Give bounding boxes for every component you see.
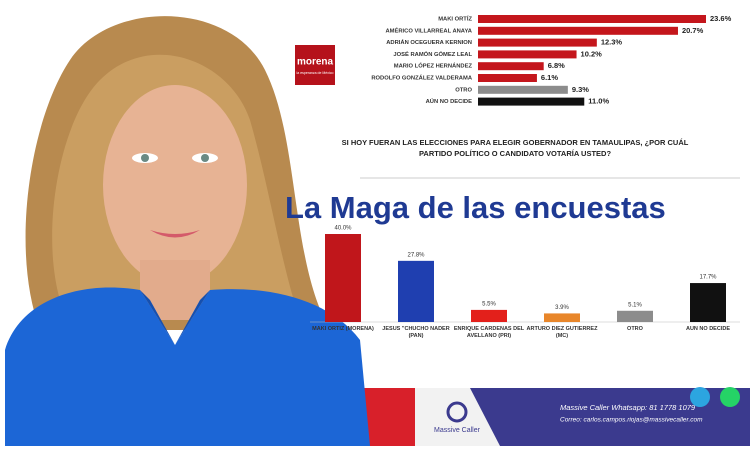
value-label: 5.1% — [628, 302, 642, 308]
logo-tagline: la esperanza de México — [297, 71, 334, 75]
x-tick-label: MAKI ORTÍZ (MORENA) — [312, 326, 374, 332]
bar — [325, 234, 361, 322]
x-tick-box: AÚN NO DECIDE — [685, 326, 730, 332]
bar — [398, 260, 434, 322]
photo — [5, 16, 370, 446]
logo — [295, 45, 335, 85]
y-tick-label: MARIO LÓPEZ HERNÁNDEZ — [394, 62, 473, 70]
bar — [478, 15, 706, 23]
value-label: 5.5% — [482, 301, 496, 307]
x-tick-box: MAKI ORTÍZ (MORENA) — [312, 326, 374, 332]
bar — [478, 38, 597, 47]
chart-title: SI HOY FUERAN LAS ELECCIONES PARA ELEGIR… — [341, 138, 689, 158]
value-label: 27.8% — [407, 252, 425, 258]
logo-party: morena — [297, 57, 334, 68]
bar — [690, 283, 726, 322]
x-tick-label: JESÚS "CHUCHO NADER (PAN) — [382, 326, 450, 339]
value-label: 6.1% — [541, 73, 558, 82]
bar — [478, 85, 568, 94]
x-tick-box: JESÚS "CHUCHO NADER (PAN) — [382, 326, 450, 339]
bar — [544, 313, 580, 322]
footer-email: Correo: carlos.campos.riojas@massivecall… — [560, 417, 703, 424]
overlay-title: La Maga de las encuestas — [285, 190, 666, 225]
footer-whatsapp: Massive Caller Whatsapp: 81 1778 1079 — [560, 403, 696, 412]
whatsapp-icon — [720, 387, 740, 407]
x-tick-box: ARTURO DIEZ GUTIÉRREZ (MC) — [526, 326, 598, 339]
x-tick-label: AÚN NO DECIDE — [685, 326, 730, 332]
telegram-icon — [690, 387, 710, 407]
chart-title-box: SI HOY FUERAN LAS ELECCIONES PARA ELEGIR… — [341, 138, 689, 158]
y-tick-label: ADRIÁN OCEGUERA KERNION — [386, 39, 472, 46]
bar — [478, 50, 577, 59]
value-label: 23.6% — [710, 14, 732, 23]
y-tick-label: RODOLFO GONZÁLEZ VALDERAMA — [371, 75, 473, 82]
bar — [478, 74, 537, 82]
x-tick-label: OTRO — [627, 326, 643, 332]
x-tick-label: ENRIQUE CÁRDENAS DEL AVELLANO (PRI) — [453, 326, 525, 339]
y-tick-label: JOSÉ RAMÓN GÓMEZ LEAL — [393, 50, 472, 58]
footer-band — [470, 388, 750, 446]
y-tick-label: MAKI ORTÍZ — [438, 15, 472, 23]
value-label: 40.0% — [334, 226, 352, 232]
value-label: 20.7% — [682, 26, 704, 35]
bar — [617, 310, 653, 322]
x-tick-box: ENRIQUE CÁRDENAS DEL AVELLANO (PRI) — [453, 326, 525, 339]
value-label: 10.2% — [581, 49, 603, 58]
value-label: 11.0% — [588, 97, 609, 106]
bar — [471, 309, 507, 322]
x-tick-label: ARTURO DIEZ GUTIÉRREZ (MC) — [526, 326, 598, 339]
y-tick-label: AÚN NO DECIDE — [426, 98, 473, 105]
bar — [478, 62, 544, 71]
y-tick-label: AMÉRICO VILLARREAL ANAYA — [385, 26, 472, 34]
value-label: 3.9% — [555, 305, 569, 311]
value-label: 9.3% — [572, 85, 589, 94]
value-label: 12.3% — [601, 38, 623, 47]
y-tick-label: OTRO — [455, 87, 472, 93]
value-label: 17.7% — [699, 275, 717, 281]
bar — [478, 97, 585, 106]
brand: Massive Caller — [434, 427, 481, 434]
value-label: 6.8% — [548, 61, 565, 70]
bar — [478, 26, 678, 35]
brand-icon — [446, 401, 468, 423]
footer-red — [360, 388, 415, 446]
x-tick-box: OTRO — [627, 326, 643, 332]
